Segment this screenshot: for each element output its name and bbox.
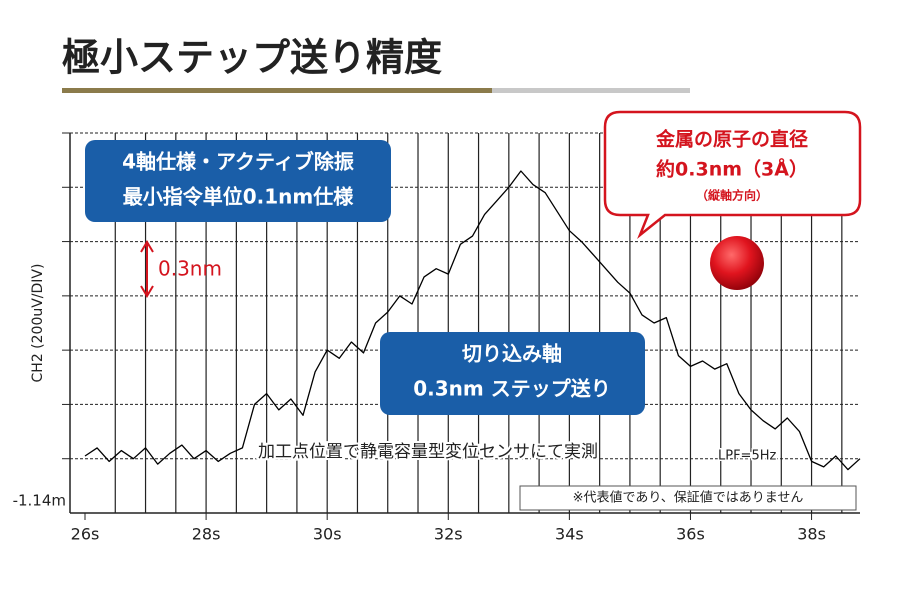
spec-line: 4軸仕様・アクティブ除振 <box>122 150 354 174</box>
speech-bubble <box>603 110 862 239</box>
y-tick-label: -1.14m <box>13 492 66 510</box>
footnote: ※代表値であり、保証値ではありません <box>573 490 804 506</box>
measure-note: 加工点位置で静電容量型変位センサにて実測 <box>258 442 598 462</box>
bubble-line: 金属の原子の直径 <box>655 128 808 151</box>
step-arrow-heads <box>140 240 154 298</box>
y-axis-label: CH2 (200uV/DIV) <box>30 264 46 383</box>
x-tick-label: 28s <box>192 525 221 544</box>
signal-trace <box>84 170 861 471</box>
title-underline <box>62 88 492 93</box>
filter-note: LPF=5Hz <box>718 449 776 464</box>
bubble-line: （縦軸方向） <box>696 188 768 203</box>
x-tick-label: 32s <box>434 525 463 544</box>
x-tick-label: 38s <box>797 525 826 544</box>
spec-box <box>85 140 391 222</box>
bubble-line: 約0.3nm（3Å） <box>656 157 808 181</box>
x-tick-label: 36s <box>676 525 705 544</box>
step-label: 0.3nm <box>158 257 222 281</box>
x-tick-label: 34s <box>555 525 584 544</box>
x-tick-label: 30s <box>313 525 342 544</box>
footnote-box <box>519 485 857 511</box>
axis-box <box>380 332 645 415</box>
annotations: 4軸仕様・アクティブ除振 最小指令単位0.1nm仕様 0.3nm 金属の原子の直… <box>30 110 862 511</box>
spec-line: 最小指令単位0.1nm仕様 <box>123 185 355 209</box>
title-underline-rest <box>492 88 690 93</box>
chart-title: 極小ステップ送り精度 <box>62 36 442 80</box>
x-tick-label: 26s <box>71 525 100 544</box>
atom-sphere <box>710 236 764 290</box>
axis-line: 切り込み軸 <box>462 342 562 366</box>
axis-line: 0.3nm ステップ送り <box>413 377 610 401</box>
